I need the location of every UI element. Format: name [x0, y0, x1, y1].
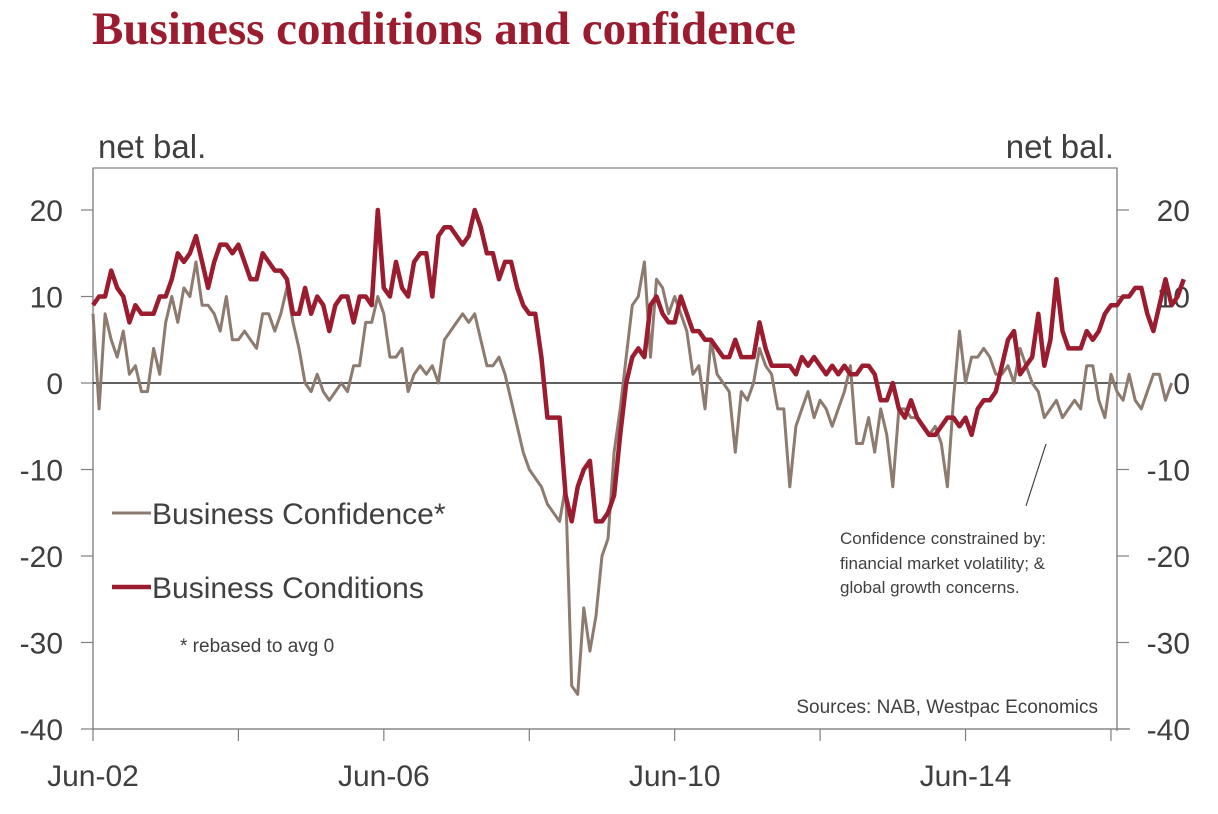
y-tick-label-left: 0: [46, 368, 63, 401]
y-tick-label-left: -20: [20, 541, 63, 574]
y-tick-label-right: -30: [1147, 628, 1190, 661]
y-tick-label-left: -40: [20, 714, 63, 747]
sources-note: Sources: NAB, Westpac Economics: [796, 697, 1098, 718]
x-tick-label: Jun-06: [338, 760, 430, 793]
y-tick-label-right: 0: [1173, 368, 1190, 401]
annotation-line-3: global growth concerns.: [840, 578, 1020, 597]
y-tick-label-left: 20: [30, 195, 63, 228]
y-tick-label-left: 10: [30, 282, 63, 315]
legend: Business Confidence* Business Conditions: [112, 498, 446, 605]
y-tick-label-left: -30: [20, 628, 63, 661]
annotation-line-1: Confidence constrained by:: [840, 529, 1046, 548]
annotation-line-2: financial market volatility; &: [840, 554, 1046, 573]
x-axis-ticks: Jun-02 Jun-06 Jun-10 Jun-14: [47, 729, 1112, 793]
series-line-business-conditions: [91, 207, 1186, 524]
legend-label-business-confidence: Business Confidence*: [152, 498, 446, 531]
y-unit-label-right: net bal.: [1006, 128, 1114, 165]
x-tick-label: Jun-14: [920, 760, 1012, 793]
y-tick-label-right: 20: [1157, 195, 1190, 228]
annotation-pointer: [1025, 443, 1047, 507]
legend-label-business-conditions: Business Conditions: [152, 572, 424, 605]
chart-title: Business conditions and confidence: [92, 3, 796, 55]
y-tick-label-left: -10: [20, 455, 63, 488]
series-line-business-confidence: [91, 260, 1174, 696]
y-tick-label-right: -40: [1147, 714, 1190, 747]
y-tick-label-right: -10: [1147, 455, 1190, 488]
y-unit-label-left: net bal.: [98, 128, 206, 165]
rebased-footnote: * rebased to avg 0: [180, 636, 334, 657]
x-tick-label: Jun-10: [629, 760, 721, 793]
y-tick-label-right: -20: [1147, 541, 1190, 574]
x-tick-label: Jun-02: [47, 760, 139, 793]
